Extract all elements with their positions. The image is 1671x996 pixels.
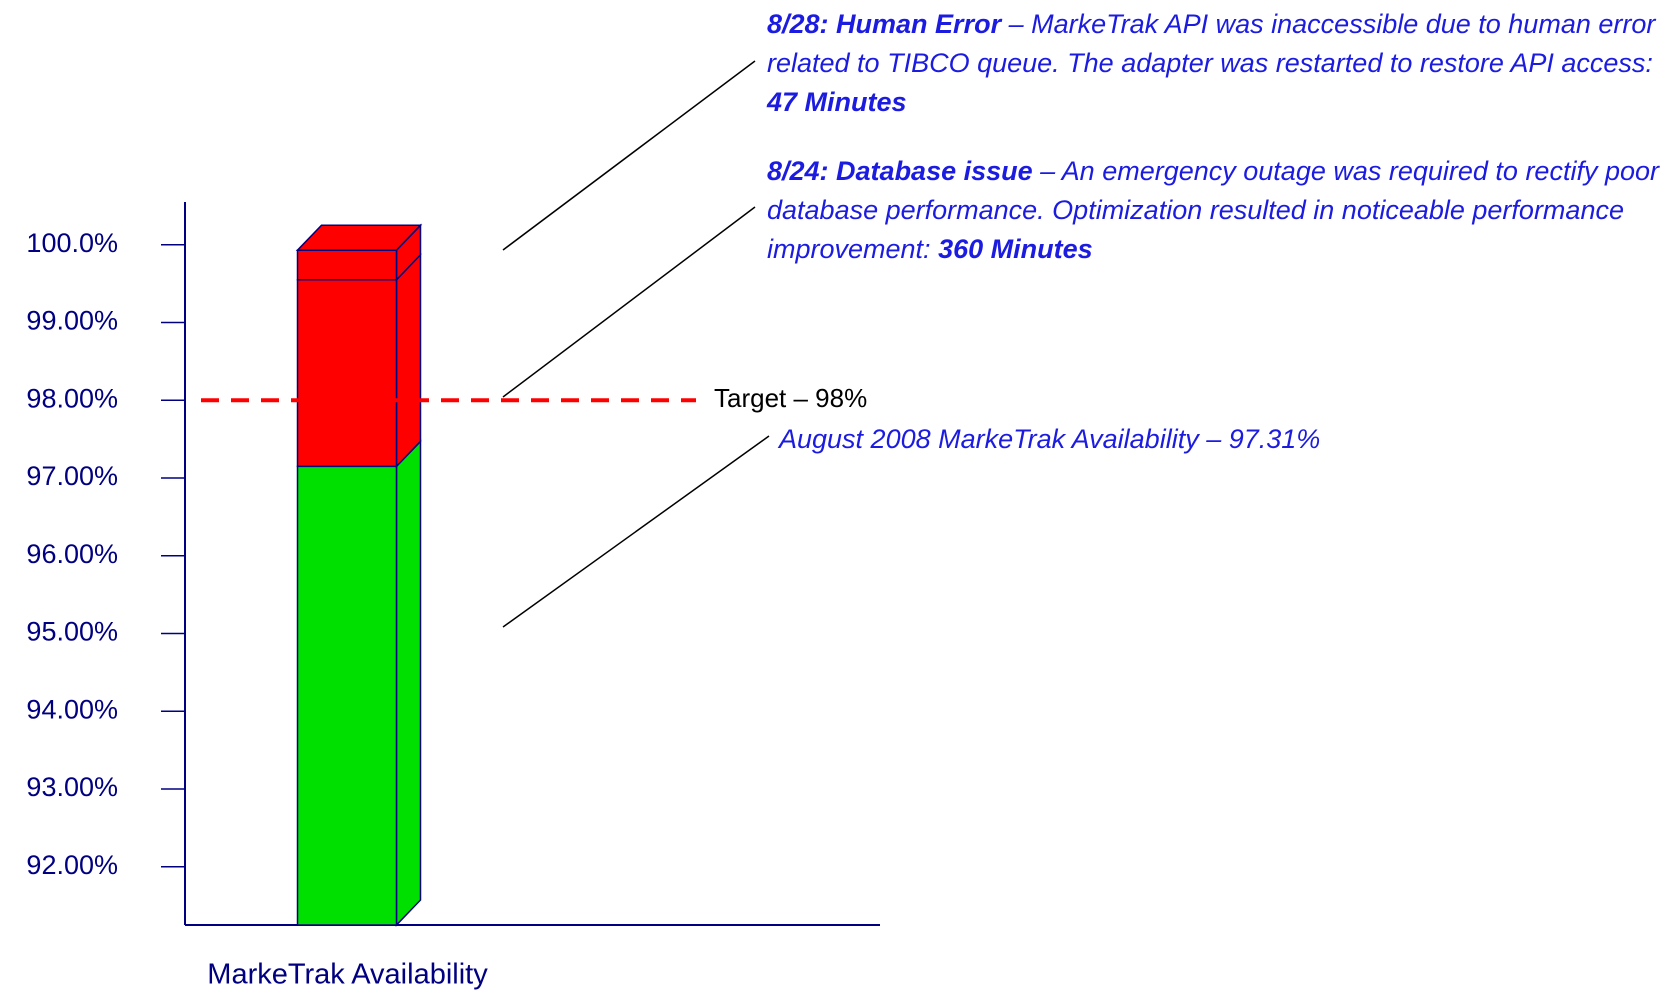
- annotation-emphasis: 47 Minutes: [767, 87, 907, 117]
- bar-segment: [296, 278, 398, 468]
- y-tick-label: 92.00%: [26, 850, 118, 880]
- x-tick-label: MarkeTrak Availability: [207, 959, 488, 991]
- y-tick-label: 97.00%: [26, 461, 118, 491]
- bar-side: [395, 252, 422, 469]
- y-tick-label: 93.00%: [26, 772, 118, 802]
- annotation-text: – An emergency outage was required to re…: [767, 156, 1659, 264]
- y-tick-label: 95.00%: [26, 617, 118, 647]
- leader-line: [502, 206, 756, 398]
- annotation-emphasis: 360 Minutes: [938, 234, 1093, 264]
- annotation-heading: 8/28: Human Error: [767, 9, 1002, 39]
- annotation-text: August 2008 MarkeTrak Availability – 97.…: [779, 424, 1321, 454]
- target-label: Target – 98%: [714, 383, 867, 413]
- y-tick-label: 94.00%: [26, 694, 118, 724]
- y-tick-label: 99.00%: [26, 306, 118, 336]
- y-tick-label: 96.00%: [26, 539, 118, 569]
- annotation-heading: 8/24: Database issue: [767, 156, 1033, 186]
- bar-top: [295, 224, 423, 251]
- annotation-text: – MarkeTrak API was inaccessible due to …: [767, 9, 1656, 78]
- annotation: August 2008 MarkeTrak Availability – 97.…: [779, 420, 1671, 459]
- y-tick-label: 100.0%: [26, 228, 118, 258]
- bar-segment: [296, 249, 398, 281]
- leader-line: [502, 435, 770, 628]
- bar-side: [395, 439, 422, 927]
- annotation: 8/28: Human Error – MarkeTrak API was in…: [767, 5, 1662, 122]
- annotation: 8/24: Database issue – An emergency outa…: [767, 152, 1662, 269]
- y-tick-label: 98.00%: [26, 383, 118, 413]
- leader-line: [502, 60, 756, 251]
- bar-segment: [296, 465, 398, 926]
